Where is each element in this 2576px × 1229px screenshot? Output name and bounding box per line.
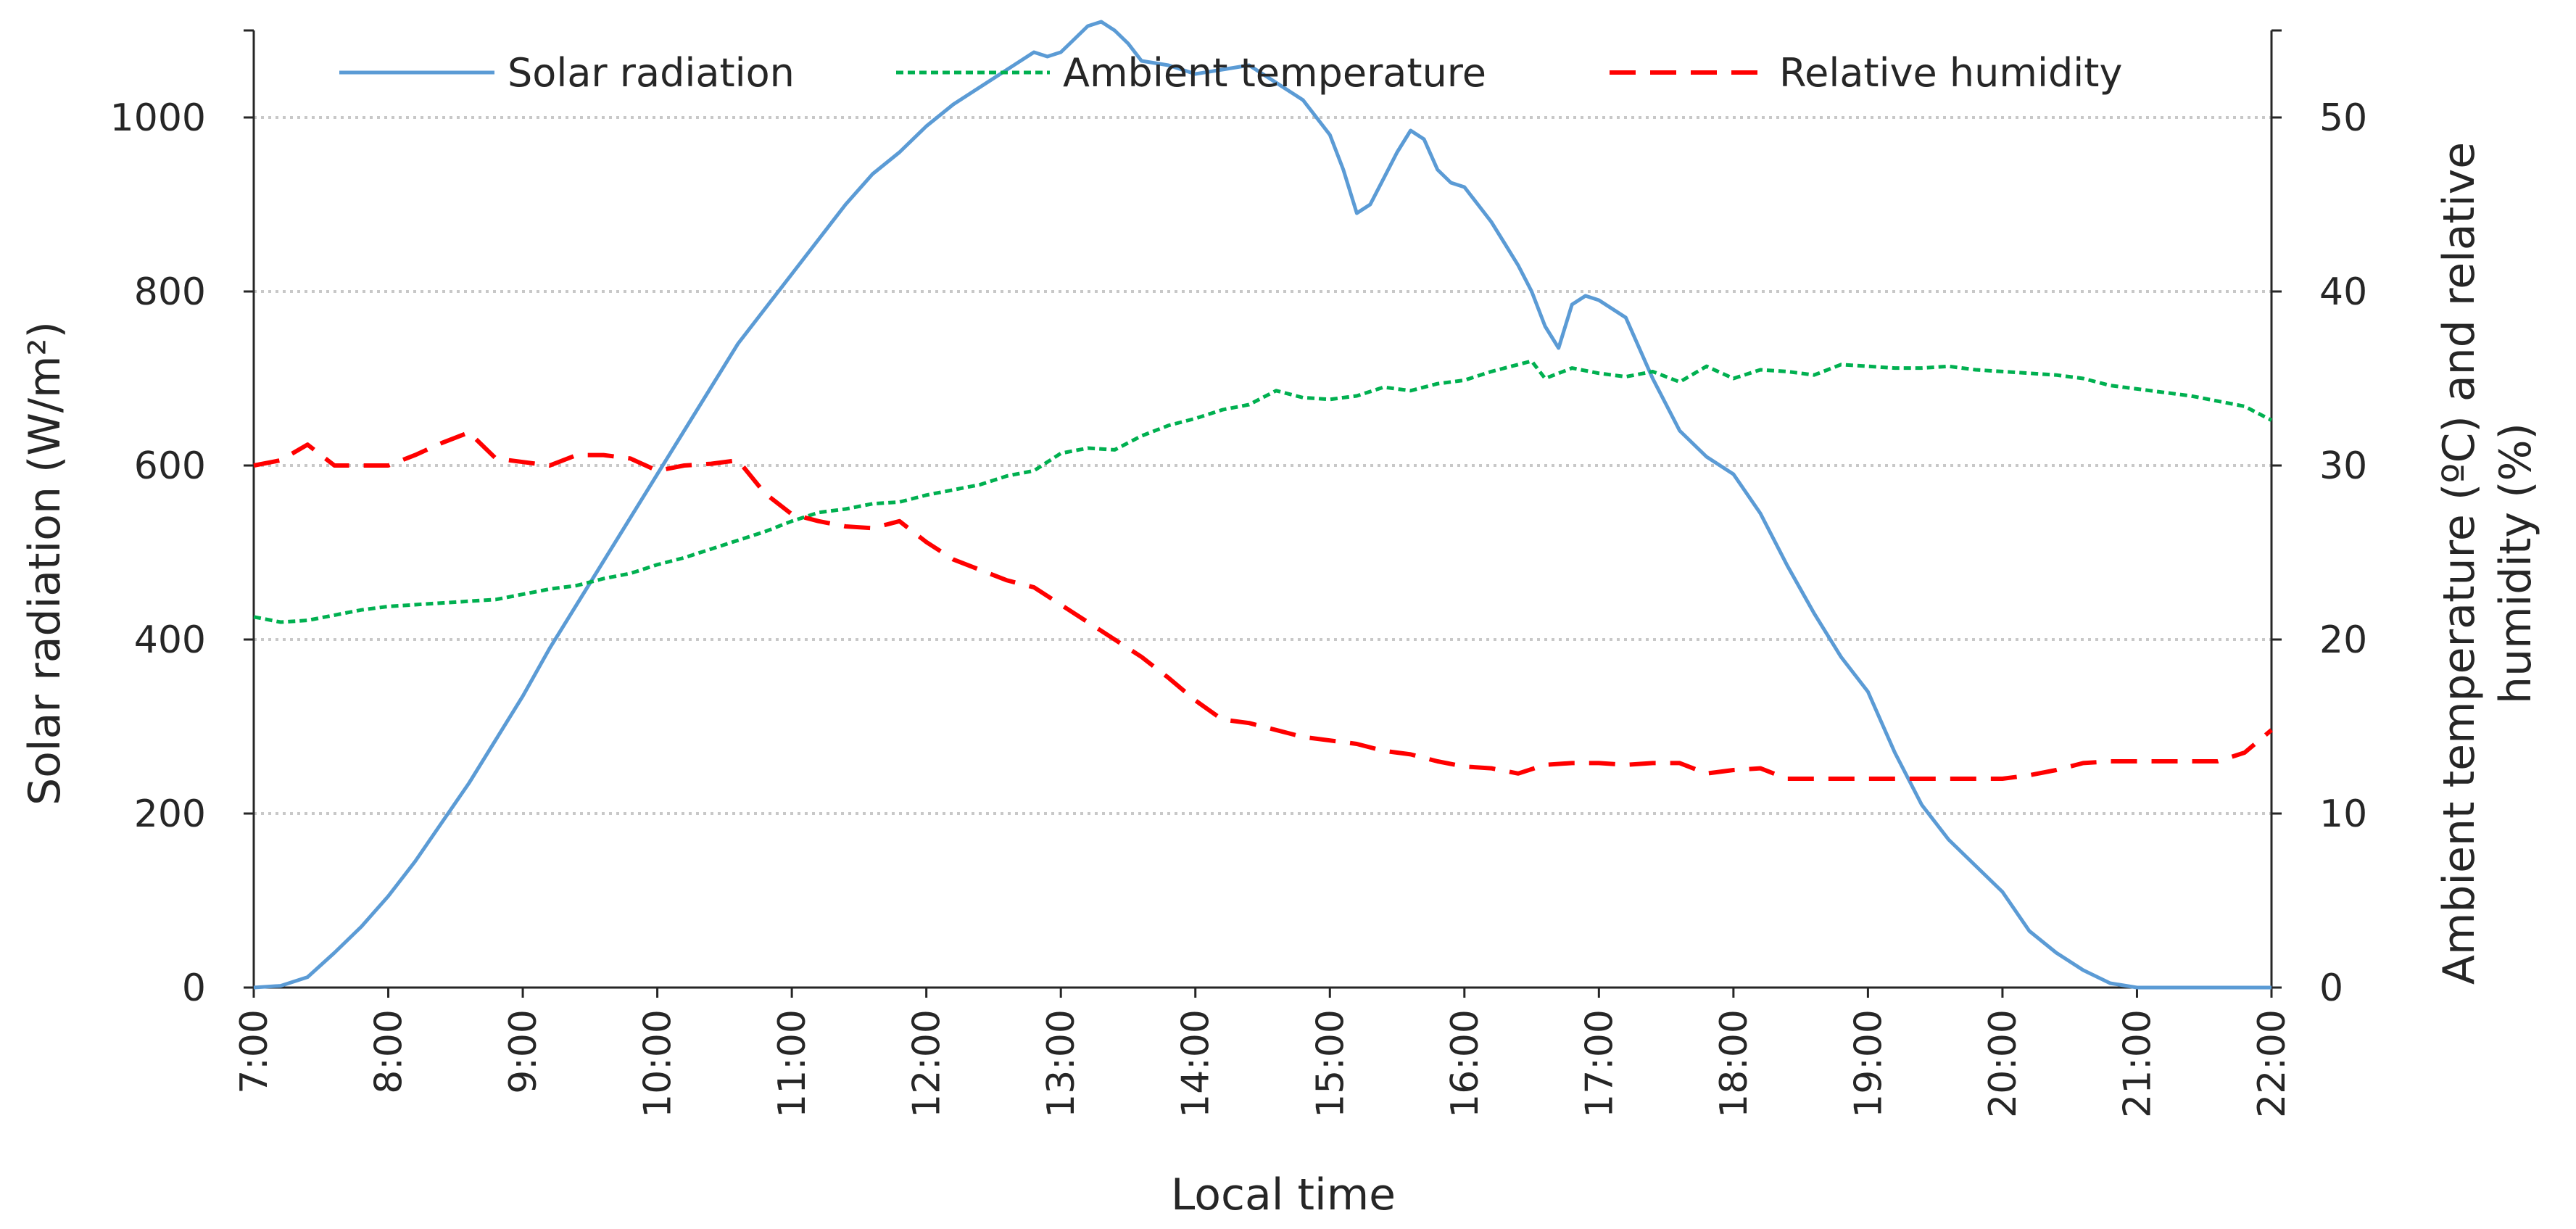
x-axis-tick-label: 12:00 [906, 1009, 949, 1118]
left-axis-tick-label: 800 [134, 270, 206, 314]
x-axis-tick-label: 8:00 [368, 1009, 411, 1094]
right-axis-tick-label: 50 [2319, 96, 2367, 140]
series-line-solar-radiation [253, 20, 2271, 990]
legend: Solar radiation Ambient temperature Rela… [339, 50, 2122, 96]
left-axis-tick-label: 200 [134, 793, 206, 836]
series-line-ambient-temperature [253, 359, 2273, 624]
x-axis-tick-label: 10:00 [637, 1009, 680, 1118]
gridlines [254, 116, 2271, 815]
x-axis-tick-label: 9:00 [502, 1009, 545, 1094]
right-axis-tick-label: 20 [2319, 618, 2367, 662]
series-line-relative-humidity [253, 430, 2273, 781]
legend-label-solar-radiation: Solar radiation [508, 50, 795, 96]
right-axis-tick-label: 30 [2319, 444, 2367, 488]
x-axis-tick-label: 22:00 [2250, 1009, 2294, 1118]
x-axis-tick-label: 7:00 [233, 1009, 276, 1094]
right-axis-title-line-1: Ambient temperature (ºC) and relative [2434, 142, 2485, 985]
left-axis-tick-label: 1000 [110, 96, 206, 140]
series-layer [253, 20, 2273, 990]
left-axis-title: Solar radiation (W/m²) [20, 321, 70, 806]
x-axis-tick-label: 18:00 [1712, 1009, 1756, 1118]
x-axis-tick-label: 15:00 [1309, 1009, 1352, 1118]
tick-labels: 0 0 200 10 400 20 600 30 800 40 1000 50 7:00 8:00 9:00… [110, 96, 2368, 1118]
left-axis-tick-label: 600 [134, 444, 206, 488]
x-axis-tick-label: 17:00 [1578, 1009, 1621, 1118]
axes [244, 29, 2282, 998]
legend-label-ambient-temperature: Ambient temperature [1063, 50, 1486, 96]
x-axis-title: Local time [1171, 1170, 1396, 1220]
x-axis-tick-label: 16:00 [1444, 1009, 1487, 1118]
right-axis-tick-label: 40 [2319, 270, 2367, 314]
left-axis-tick-label: 400 [134, 618, 206, 662]
left-axis-tick-label: 0 [182, 967, 206, 1010]
x-axis-tick-label: 21:00 [2116, 1009, 2159, 1118]
x-axis-tick-label: 19:00 [1847, 1009, 1890, 1118]
x-axis-tick-label: 20:00 [1981, 1009, 2025, 1118]
x-axis-tick-label: 14:00 [1175, 1009, 1218, 1118]
right-axis-tick-label: 10 [2319, 793, 2367, 836]
legend-label-relative-humidity: Relative humidity [1779, 50, 2122, 96]
x-axis-tick-label: 13:00 [1040, 1009, 1083, 1118]
x-axis-tick-label: 11:00 [771, 1009, 814, 1118]
right-axis-tick-label: 0 [2319, 967, 2343, 1010]
right-axis-title-line-2: humidity (%) [2490, 423, 2541, 704]
